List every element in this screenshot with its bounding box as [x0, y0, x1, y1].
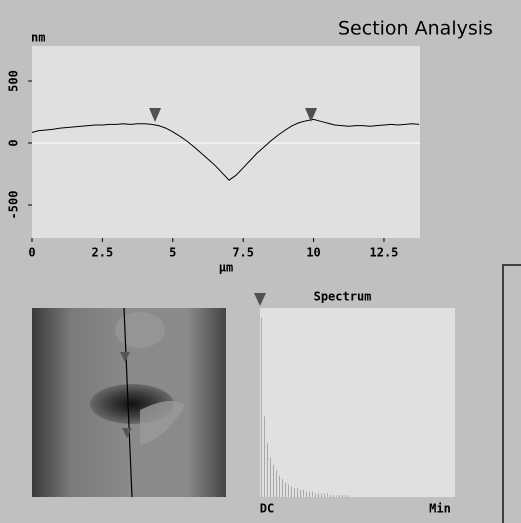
y-tick-label: 0	[7, 139, 21, 146]
spectrum-bar	[306, 492, 307, 497]
window-title: Section Analysis	[338, 18, 493, 40]
spectrum-bar	[291, 486, 292, 497]
spectrum-bar	[276, 470, 277, 497]
spectrum-bar	[348, 495, 349, 497]
spectrum-bar	[309, 492, 310, 497]
spectrum-bar	[273, 465, 274, 497]
x-axis-label: µm	[219, 261, 233, 275]
spectrum-bar	[321, 493, 322, 497]
x-tick-label: 7.5	[232, 246, 254, 260]
spectrum-bar	[288, 484, 289, 497]
spectrum-bar	[261, 318, 262, 497]
y-tick-label: 500	[7, 70, 21, 92]
spectrum-bar	[294, 488, 295, 497]
plot-area	[260, 308, 455, 497]
spectrum-bar	[315, 493, 316, 497]
x-tick-label: 12.5	[370, 246, 399, 260]
x-tick-label: 5	[169, 246, 176, 260]
x-tick-label: 2.5	[92, 246, 114, 260]
spectrum-bar	[270, 458, 271, 497]
spectrum-bar	[330, 495, 331, 497]
y-tick-label: -500	[7, 191, 21, 220]
spectrum-bar	[312, 492, 313, 497]
plot-area	[32, 46, 420, 238]
x-tick-label: 10	[306, 246, 320, 260]
afm-image	[32, 308, 226, 497]
end-label: Min	[429, 502, 451, 516]
spectrum-bar	[303, 490, 304, 497]
chart-title: Spectrum	[314, 290, 372, 304]
y-unit: nm	[31, 31, 45, 45]
spectrum-bar	[300, 490, 301, 497]
x-tick-label: 0	[28, 246, 35, 260]
start-label: DC	[260, 502, 274, 516]
spectrum-bar	[342, 495, 343, 497]
spectrum-bar	[339, 495, 340, 497]
window: Section Analysis nm 500 0 -500 0 2.5 5 7.5 10 12…	[0, 0, 521, 523]
spectrum-bar	[333, 495, 334, 497]
spectrum-bar	[345, 495, 346, 497]
spectrum-bar	[324, 493, 325, 497]
spectrum-bar	[318, 493, 319, 497]
spectrum-bar	[282, 479, 283, 497]
spectrum-bar	[279, 476, 280, 497]
spectrum-bar	[336, 495, 337, 497]
spectrum-bar	[297, 488, 298, 497]
spectrum-bar	[285, 483, 286, 497]
spectrum-bar	[264, 416, 265, 497]
spectrum-bar	[267, 443, 268, 497]
spectrum-bar	[327, 493, 328, 497]
